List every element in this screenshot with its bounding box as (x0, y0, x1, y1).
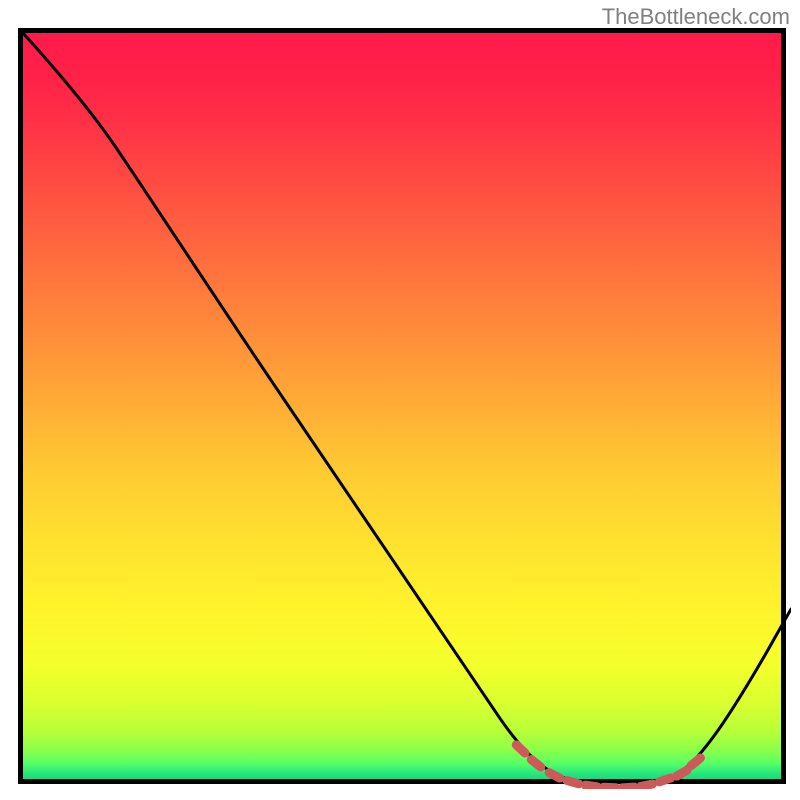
marker-tick (622, 787, 634, 788)
marker-tick (641, 784, 653, 786)
marker-tick (567, 781, 579, 784)
watermark-text: TheBottleneck.com (602, 4, 790, 30)
chart-gradient-bg (23, 33, 781, 779)
chart-frame (18, 28, 786, 784)
marker-tick (585, 785, 597, 787)
